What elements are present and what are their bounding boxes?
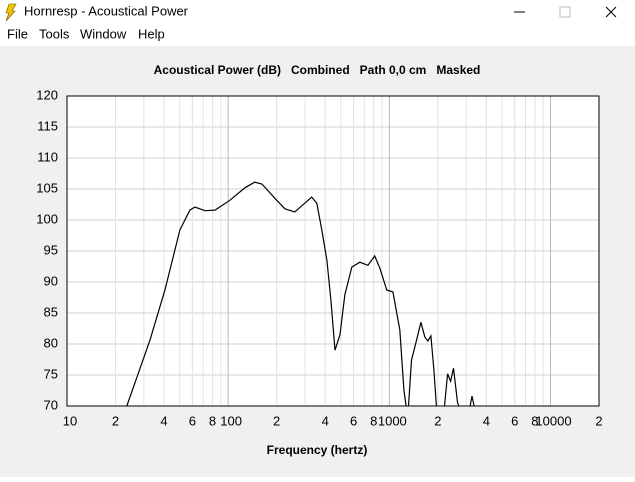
x-tick-label: 100: [220, 413, 242, 428]
app-icon: [5, 3, 17, 22]
x-tick-label: 4: [483, 413, 490, 428]
y-tick-label: 110: [37, 149, 58, 164]
y-tick-label: 85: [44, 304, 58, 319]
menu-item[interactable]: Window: [80, 26, 127, 41]
x-tick-label: 8: [370, 413, 377, 428]
close-button[interactable]: [605, 6, 617, 18]
window-title: Hornresp - Acoustical Power: [24, 3, 189, 18]
menu-item[interactable]: Tools: [39, 26, 70, 41]
y-tick-label: 100: [36, 211, 58, 226]
y-tick-label: 95: [44, 242, 58, 257]
y-tick-label: 120: [36, 87, 58, 102]
x-axis-label: Frequency (hertz): [267, 443, 368, 457]
x-tick-label: 10000: [535, 413, 571, 428]
x-tick-label: 2: [434, 413, 441, 428]
response-curve: [126, 181, 475, 407]
maximize-button[interactable]: [559, 6, 571, 18]
menu-item[interactable]: File: [7, 26, 28, 41]
plot-frame: [66, 95, 600, 407]
y-tick-label: 80: [44, 335, 58, 350]
x-tick-label: 6: [511, 413, 518, 428]
x-tick-label: 1000: [378, 413, 407, 428]
menu-item[interactable]: Help: [138, 26, 165, 41]
x-tick-label: 8: [531, 413, 538, 428]
x-tick-label: 4: [160, 413, 167, 428]
x-tick-label: 6: [189, 413, 196, 428]
y-tick-label: 90: [44, 273, 58, 288]
x-tick-label: 2: [595, 413, 602, 428]
x-tick-label: 6: [350, 413, 357, 428]
y-tick-label: 105: [36, 180, 58, 195]
x-tick-label: 4: [322, 413, 329, 428]
x-tick-label: 8: [209, 413, 216, 428]
y-tick-label: 70: [44, 397, 58, 412]
y-tick-label: 115: [37, 118, 58, 133]
x-tick-label: 2: [112, 413, 119, 428]
y-tick-label: 75: [44, 366, 58, 381]
title-and-menu-bg: [0, 0, 635, 46]
chart-title: Acoustical Power (dB) Combined Path 0,0 …: [154, 63, 481, 77]
x-tick-label: 10: [63, 413, 77, 428]
x-tick-label: 2: [273, 413, 280, 428]
